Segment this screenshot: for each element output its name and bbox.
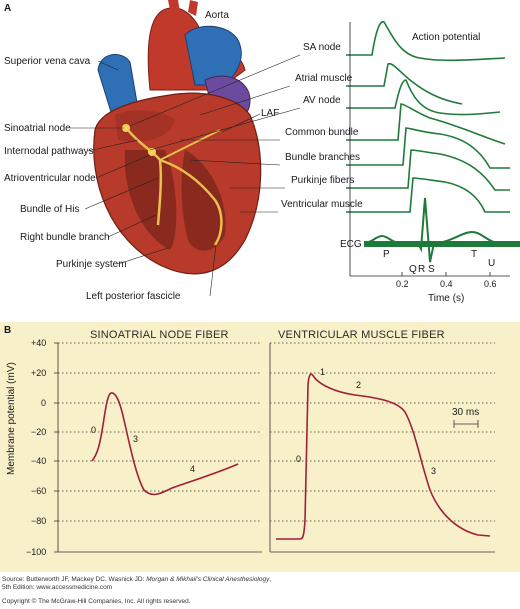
trace-av-node: [346, 79, 501, 116]
y-axis: [54, 342, 495, 553]
laf-label: LAF: [261, 108, 279, 119]
trace-label-bundle-branches: Bundle branches: [285, 152, 360, 163]
time-tick-0-2: 0.2: [396, 279, 409, 289]
label-left-posterior-fascicle: Left posterior fascicle: [86, 291, 181, 302]
y-tick-m60: −60: [31, 486, 46, 496]
label-internodal-pathways: Internodal pathways: [4, 146, 94, 157]
heart-illustration: [93, 0, 262, 275]
ecg-wave-s: S: [428, 264, 435, 275]
aorta-label: Aorta: [205, 10, 229, 21]
panel-a-letter: A: [4, 3, 11, 14]
y-axis-label: Membrane potential (mV): [6, 362, 17, 475]
trace-bundle-branches: [346, 127, 510, 169]
trace-labels: SA node Atrial muscle AV node Common bun…: [281, 42, 363, 210]
trace-label-ventricular-muscle: Ventricular muscle: [281, 199, 363, 210]
ventricular-title: VENTRICULAR MUSCLE FIBER: [278, 329, 445, 341]
ventricular-curve: [276, 373, 491, 540]
ecg-wave-p: P: [383, 249, 390, 260]
label-right-bundle-branch: Right bundle branch: [20, 232, 110, 243]
footer-edition: 5th Edition: www.accessmedicine.com: [2, 584, 113, 591]
y-tick-p40: +40: [31, 338, 46, 348]
trace-common-bundle: [346, 103, 506, 145]
y-tick-0: 0: [41, 398, 46, 408]
sa-node-title: SINOATRIAL NODE FIBER: [90, 329, 229, 341]
footer-source: Source: Butterworth JF, Mackey DC, Wasni…: [2, 576, 271, 584]
panel-b-background: [0, 322, 520, 572]
footer-source-suffix: ,: [269, 576, 272, 583]
ecg-trace: [363, 197, 520, 263]
left-leader-lines: [70, 60, 217, 297]
y-tick-p20: +20: [31, 368, 46, 378]
trace-label-atrial-muscle: Atrial muscle: [295, 73, 353, 84]
trace-leader-lines: [129, 54, 301, 213]
ecg-wave-q: Q: [409, 264, 417, 275]
ecg-wave-t: T: [471, 249, 477, 260]
time-axis-label: Time (s): [428, 293, 464, 304]
label-sinoatrial-node: Sinoatrial node: [4, 123, 71, 134]
action-potential-label: Action potential: [412, 32, 480, 43]
trace-sa-node: [346, 21, 506, 62]
panel-b-letter-overlay: B: [4, 325, 11, 336]
sa-phase-0: 0: [91, 425, 96, 435]
ecg-label: ECG: [340, 239, 362, 250]
footer-source-prefix: Source: Butterworth JF, Mackey DC, Wasni…: [2, 576, 147, 583]
time-tick-0-6: 0.6: [484, 279, 497, 289]
sa-phase-3: 3: [133, 434, 138, 444]
vent-phase-0: 0: [296, 454, 301, 464]
vent-phase-3: 3: [431, 466, 436, 476]
scale-bar: 30 ms: [452, 407, 479, 428]
label-atrioventricular-node: Atrioventricular node: [4, 173, 96, 184]
sa-phase-4: 4: [190, 464, 195, 474]
time-axis: 0.2 0.4 0.6 Time (s): [349, 22, 510, 304]
time-tick-0-4: 0.4: [440, 279, 453, 289]
action-potential-traces: [346, 21, 510, 213]
footer-source-title: Morgan & Mikhail's Clinical Anesthesiolo…: [146, 576, 270, 583]
footer: Source: Butterworth JF, Mackey DC, Wasni…: [2, 576, 271, 606]
trace-ventricular-muscle: [346, 177, 510, 213]
trace-label-av-node: AV node: [303, 95, 341, 106]
label-bundle-of-his: Bundle of His: [20, 204, 79, 215]
y-ticks: +40 +20 0 −20 −40 −60 −80 −100: [26, 338, 46, 557]
vent-phase-1: 1: [320, 367, 325, 377]
y-tick-m40: −40: [31, 456, 46, 466]
trace-label-common-bundle: Common bundle: [285, 127, 359, 138]
y-tick-m100: −100: [26, 547, 46, 557]
y-tick-m20: −20: [31, 427, 46, 437]
trace-label-sa-node: SA node: [303, 42, 341, 53]
label-superior-vena-cava: Superior vena cava: [4, 56, 91, 67]
vent-phase-2: 2: [356, 380, 361, 390]
ecg-wave-u: U: [488, 258, 495, 269]
scale-bar-label: 30 ms: [452, 407, 479, 418]
label-purkinje-system: Purkinje system: [56, 259, 127, 270]
laf-leader: [221, 113, 261, 133]
left-labels: Superior vena cava Sinoatrial node Inter…: [4, 56, 181, 302]
ecg-wave-r: R: [418, 264, 425, 275]
trace-label-purkinje-fibers: Purkinje fibers: [291, 175, 354, 186]
sa-node-curve: [91, 392, 239, 496]
trace-atrial-muscle: [346, 62, 463, 105]
y-tick-m80: −80: [31, 516, 46, 526]
trace-purkinje-fibers: [346, 149, 510, 191]
ecg-strip: ECG P Q R S T U: [340, 197, 520, 275]
footer-copyright: Copyright © The McGraw-Hill Companies, I…: [2, 598, 191, 605]
